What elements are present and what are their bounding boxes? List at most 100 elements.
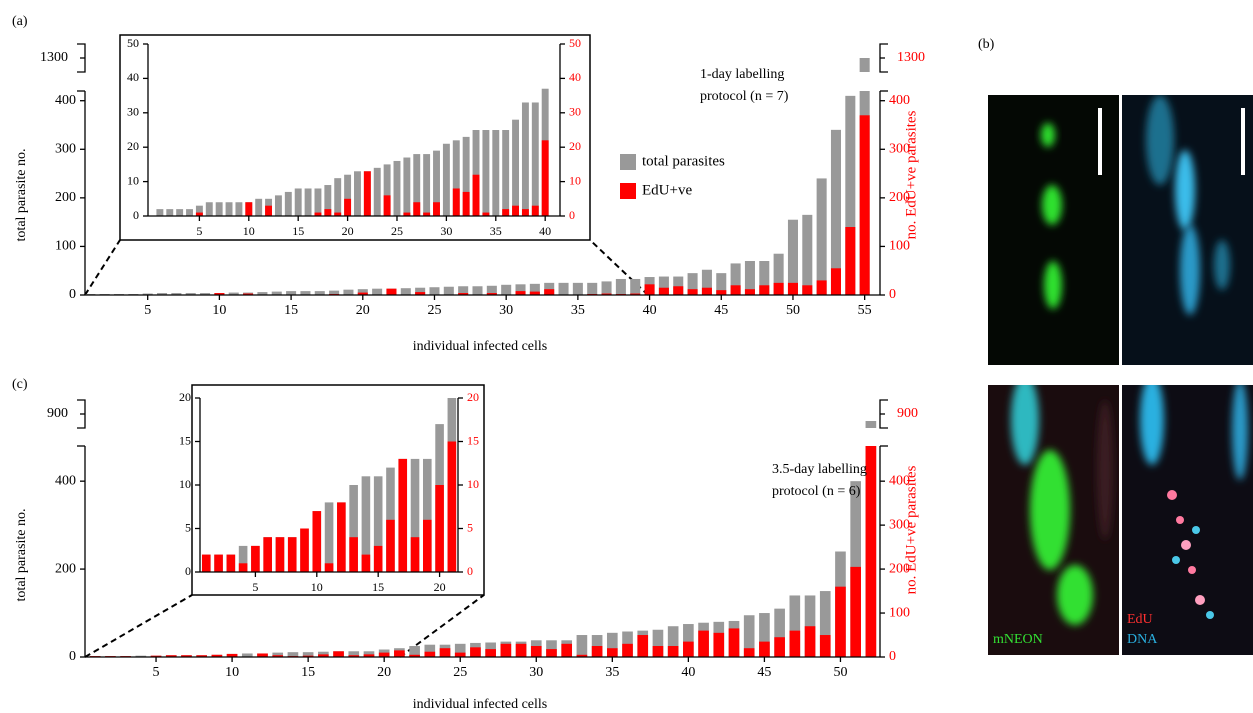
bar [324, 563, 334, 572]
tick-label: 50 [569, 36, 581, 50]
tick-label: 20 [467, 390, 479, 404]
tick-label: 200 [889, 190, 910, 205]
x-tick-label: 40 [681, 665, 695, 680]
x-axis-label: individual infected cells [413, 339, 548, 354]
x-tick-label: 55 [858, 303, 872, 318]
bar [759, 261, 770, 295]
tick-label: 30 [569, 105, 581, 119]
bar [373, 545, 383, 572]
bar [544, 289, 555, 295]
tick-label: 40 [569, 70, 581, 84]
bar [743, 648, 755, 657]
tick-label: 30 [127, 105, 139, 119]
bar [424, 644, 436, 657]
bar [515, 291, 526, 295]
bar [287, 652, 299, 657]
bar [361, 554, 371, 572]
x-tick-label: 25 [427, 303, 441, 318]
bar [135, 655, 147, 657]
tick-label: 20 [569, 139, 581, 153]
bar [644, 284, 655, 295]
zoom-line [84, 239, 121, 296]
x-tick-label: 15 [292, 224, 304, 238]
x-tick-label: 30 [440, 224, 452, 238]
legend-swatch [620, 154, 636, 170]
bar [462, 136, 470, 216]
x-axis-label: individual infected cells [413, 697, 548, 712]
tick-label: 15 [179, 433, 191, 447]
bar [819, 591, 831, 657]
bar [774, 608, 785, 657]
x-tick-label: 10 [243, 224, 255, 238]
bar [683, 641, 694, 657]
bar [716, 290, 727, 295]
bar [658, 287, 669, 295]
tick-label: 20 [179, 390, 191, 404]
tick-label: 1300 [897, 50, 925, 65]
bar [591, 635, 603, 657]
bar [238, 563, 248, 572]
bar [423, 154, 431, 216]
bar [324, 185, 332, 216]
bar [433, 150, 440, 216]
bar [314, 291, 325, 295]
bar [245, 202, 253, 216]
bar [284, 191, 292, 216]
bar [558, 282, 569, 295]
bar [272, 655, 284, 657]
y2-axis-label: no. EdU+ve parasites [903, 465, 919, 594]
bar [458, 286, 469, 295]
bar [363, 654, 375, 657]
bar [501, 284, 512, 295]
bar [357, 292, 368, 295]
bar [363, 651, 375, 657]
bar [274, 195, 282, 216]
bar [452, 140, 460, 216]
bar [587, 282, 598, 295]
bar [343, 289, 354, 295]
bar [393, 160, 401, 216]
bar [546, 649, 557, 657]
bar [512, 205, 519, 216]
bar [630, 293, 641, 295]
bar [349, 537, 358, 572]
bar [181, 655, 192, 657]
bar [214, 293, 225, 295]
bar [713, 632, 725, 657]
zoom-line [399, 594, 485, 658]
bar [304, 188, 312, 216]
bar [429, 287, 440, 295]
bar [701, 287, 712, 295]
bar [361, 476, 371, 572]
bar [530, 646, 542, 657]
bar [482, 130, 490, 216]
channel-label: DNA [1127, 632, 1158, 647]
bar [334, 178, 342, 216]
tick-label: 50 [127, 36, 139, 50]
bar [251, 545, 260, 572]
bar [701, 269, 712, 295]
bar [521, 209, 529, 216]
bar [337, 502, 346, 572]
tick-label: 200 [55, 561, 76, 576]
tick-label: 200 [55, 190, 76, 205]
bar [166, 209, 174, 216]
x-tick-label: 25 [453, 665, 467, 680]
bar [485, 649, 496, 657]
bar [759, 613, 770, 657]
channel-label: EdU [1127, 612, 1153, 627]
tick-label: 300 [55, 142, 76, 157]
bar [773, 253, 784, 295]
tick-label: 100 [889, 239, 910, 254]
bar [492, 130, 500, 216]
bar [531, 205, 539, 216]
bar [357, 289, 368, 295]
x-tick-label: 45 [714, 303, 728, 318]
bar [572, 282, 583, 295]
micrographs [988, 95, 1253, 655]
x-tick-label: 20 [377, 665, 391, 680]
bar [845, 95, 856, 295]
tick-label: 10 [179, 477, 191, 491]
bar [630, 278, 641, 295]
bar [802, 214, 813, 295]
